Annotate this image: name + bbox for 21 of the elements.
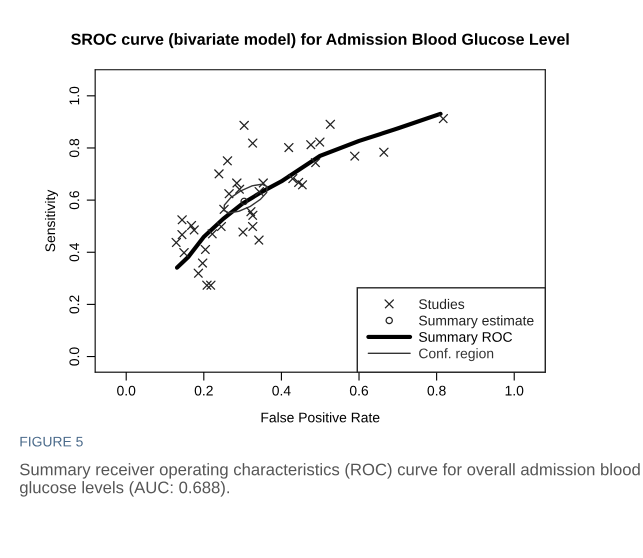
- y-tick-label: 0.8: [69, 138, 80, 158]
- y-tick-label: 1.0: [69, 86, 80, 104]
- y-tick-label: 0.0: [69, 347, 80, 366]
- chart-title: SROC curve (bivariate model) for Admission Blood Glucose Level: [71, 33, 569, 48]
- legend-label: Summary ROC: [419, 332, 512, 345]
- legend-label: Studies: [419, 298, 464, 310]
- x-axis-title: False Positive Rate: [262, 412, 380, 422]
- y-tick-label: 0.2: [69, 295, 80, 314]
- x-tick-label: 0.0: [117, 386, 136, 396]
- y-tick-label: 0.6: [69, 191, 80, 210]
- legend-label: Conf. region: [419, 348, 494, 362]
- legend-label: Summary estimate: [419, 315, 534, 328]
- x-tick-label: 0.6: [350, 386, 368, 396]
- y-axis-title: Sensitivity: [44, 190, 58, 252]
- x-tick-label: 1.0: [506, 386, 524, 396]
- y-tick-label: 0.4: [69, 243, 80, 262]
- x-tick-label: 0.2: [194, 386, 213, 396]
- caption: FIGURE 5: [20, 436, 83, 447]
- x-tick-label: 0.8: [428, 386, 446, 396]
- x-tick-label: 0.4: [272, 386, 291, 396]
- text: Summary receiver operating characteristics (ROC) curve for overall admission blood glucose levels (AUC: 0.688).: [20, 463, 640, 497]
